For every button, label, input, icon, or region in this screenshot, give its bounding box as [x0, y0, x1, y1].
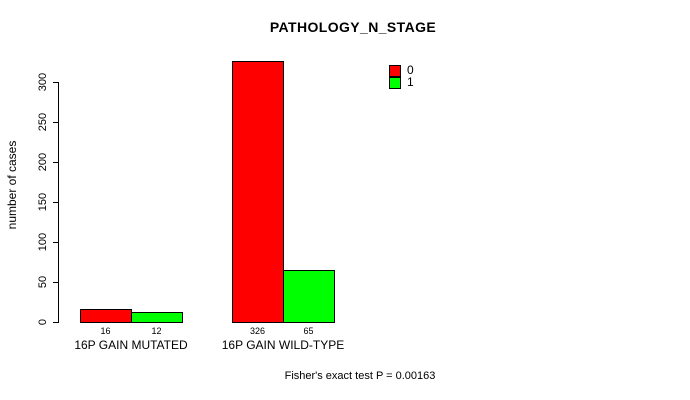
legend-item-1: 1 — [389, 75, 414, 89]
y-tick-mark — [53, 322, 58, 323]
y-axis-line — [58, 82, 59, 323]
bar-value-label: 16 — [100, 326, 111, 336]
y-tick-mark — [53, 82, 58, 83]
bar-0-1 — [80, 309, 132, 323]
y-tick-mark — [53, 282, 58, 283]
legend-label-1: 1 — [407, 75, 414, 89]
fisher-test-annotation: Fisher's exact test P = 0.00163 — [284, 370, 436, 382]
bar-value-label: 65 — [303, 326, 314, 336]
bar-1-2 — [283, 270, 335, 323]
bar-value-label: 12 — [151, 326, 162, 336]
y-tick-mark — [53, 242, 58, 243]
y-tick-mark — [53, 122, 58, 123]
category-label: 16P GAIN WILD-TYPE — [221, 338, 345, 352]
y-tick-mark — [53, 162, 58, 163]
category-label: 16P GAIN MUTATED — [74, 338, 188, 352]
legend-swatch-green-icon — [389, 76, 401, 89]
legend-item-0: 0 — [389, 63, 414, 77]
bar-0-2 — [232, 61, 284, 323]
legend-label-0: 0 — [407, 63, 414, 77]
chart-title: PATHOLOGY_N_STAGE — [269, 19, 437, 35]
bar-value-label: 326 — [249, 326, 266, 336]
y-tick-label: 300 — [37, 72, 49, 92]
legend-swatch-red-icon — [389, 64, 401, 77]
y-tick-mark — [53, 202, 58, 203]
y-axis-title: number of cases — [5, 140, 19, 230]
legend: 0 1 — [389, 63, 414, 89]
bar-1-1 — [131, 312, 183, 323]
